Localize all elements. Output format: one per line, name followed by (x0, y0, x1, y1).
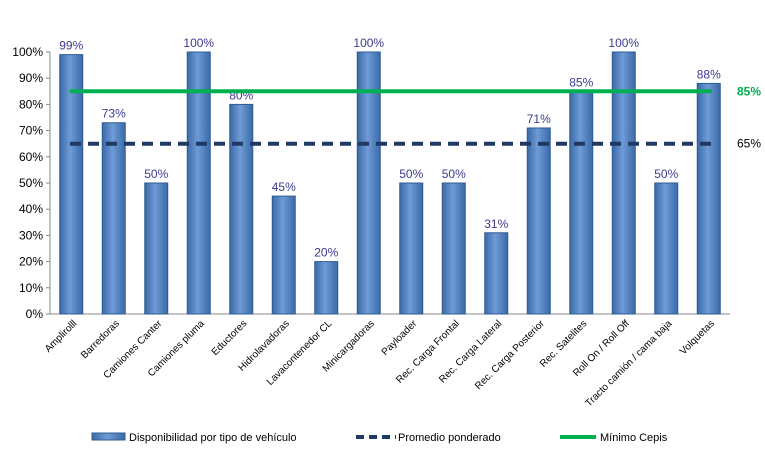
bar (696, 82, 721, 315)
x-category-label: Amplirolll (43, 318, 79, 354)
reference-line-label: 85% (737, 84, 761, 98)
bar (356, 51, 381, 315)
bar (59, 54, 84, 315)
x-category-label: Rec. Carga Posterior (473, 318, 547, 392)
y-tick-label: 80% (19, 97, 43, 111)
y-tick-label: 30% (19, 228, 43, 242)
reference-lines: 65% 85% (70, 84, 761, 151)
bars: 99%73%50%100%80%45%20%100%50% 50%31%71%85… (59, 36, 721, 315)
y-tick-label: 100% (12, 45, 43, 59)
bar-data-label: 50% (442, 167, 466, 181)
bar-data-label: 100% (353, 36, 384, 50)
x-category-label: Barredoras (79, 318, 122, 361)
bar (271, 195, 296, 315)
legend: Disponibilidad por tipo de vehículo Prome… (91, 432, 668, 444)
x-category-label: Volquetas (678, 318, 717, 357)
bar (186, 51, 211, 315)
legend-average-label: Promedio ponderado (398, 432, 501, 444)
x-category-label: Eductores (210, 318, 250, 358)
legend-bar-label: Disponibilidad por tipo de vehículo (129, 432, 297, 444)
legend-bar-swatch (91, 432, 126, 441)
bar (229, 103, 254, 315)
x-category-label: Payloader (380, 318, 420, 358)
bar-data-label: 73% (102, 107, 126, 121)
bar-data-label: 99% (59, 39, 83, 53)
bar-data-label: 50% (144, 167, 168, 181)
bar (441, 182, 466, 315)
bar-data-label: 50% (654, 167, 678, 181)
bar (611, 51, 636, 315)
y-tick-label: 50% (19, 176, 43, 190)
bar-data-label: 45% (272, 180, 296, 194)
bar-data-label: 100% (183, 36, 214, 50)
y-tick-label: 90% (19, 71, 43, 85)
bar-data-label: 100% (608, 36, 639, 50)
y-tick-label: 20% (19, 255, 43, 269)
y-tick-label: 10% (19, 281, 43, 295)
reference-line-label: 65% (737, 137, 761, 151)
bar (314, 261, 339, 315)
bar (399, 182, 424, 315)
bar-data-label: 85% (569, 75, 593, 89)
bar (101, 122, 126, 315)
bar (144, 182, 169, 315)
bar-data-label: 20% (314, 246, 338, 260)
bar (654, 182, 679, 315)
bar (569, 90, 594, 315)
y-tick-label: 0% (26, 307, 44, 321)
bar-data-label: 31% (484, 217, 508, 231)
y-tick-label: 60% (19, 150, 43, 164)
bar (526, 127, 551, 315)
bar-data-label: 71% (527, 112, 551, 126)
bar-data-label: 88% (697, 67, 721, 81)
legend-minimum-label: Mínimo Cepis (600, 432, 668, 444)
y-axis: 0% 10% 20% 30% 40% 50% 60% 70% 80% 90% 100% (12, 45, 730, 321)
bar (484, 232, 509, 315)
y-tick-label: 70% (19, 124, 43, 138)
bar-data-label: 50% (399, 167, 423, 181)
y-tick-label: 40% (19, 202, 43, 216)
x-category-label: Tracto camión / cama baja (584, 318, 675, 409)
